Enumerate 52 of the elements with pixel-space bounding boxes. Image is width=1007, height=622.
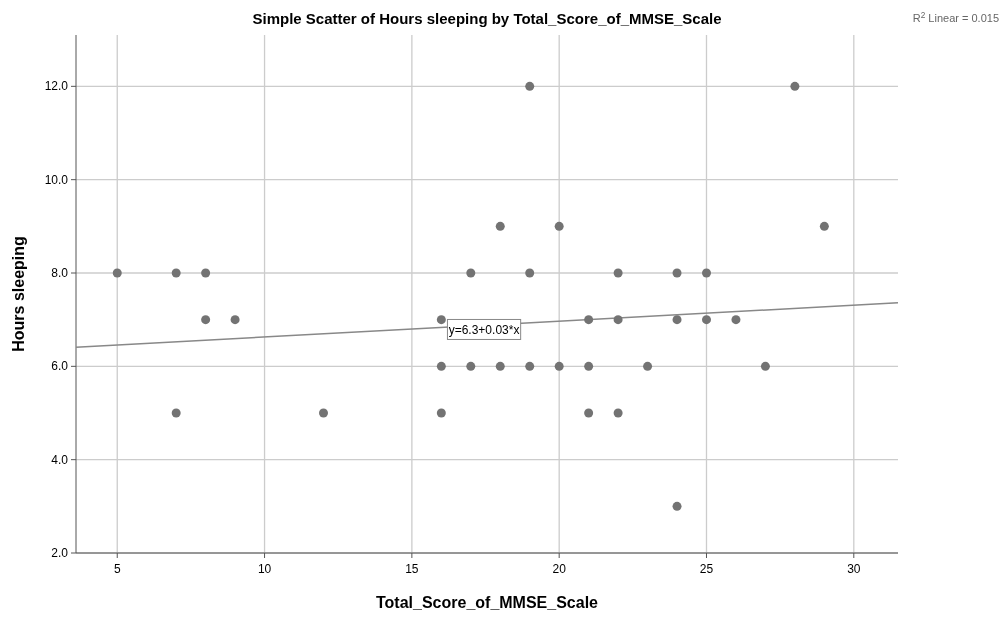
point: [760, 361, 770, 371]
point: [554, 221, 564, 231]
x-tick-label: 15: [405, 562, 419, 576]
point: [672, 268, 682, 278]
y-tick-label: 8.0: [51, 266, 69, 280]
point: [613, 408, 623, 418]
y-tick-label: 12.0: [44, 79, 69, 94]
y-tick-label: 10.0: [44, 172, 69, 187]
point: [466, 361, 476, 371]
x-tick-label: 10: [257, 562, 272, 576]
point: [436, 361, 446, 371]
annotation: y=6.3+0.03*x: [448, 322, 520, 337]
x-tick-label: 20: [552, 562, 567, 576]
point: [201, 268, 211, 278]
point: [525, 81, 535, 91]
point: [613, 315, 623, 325]
point: [436, 315, 446, 325]
point: [466, 268, 476, 278]
y-tick-label: 4.0: [51, 452, 69, 467]
x-tick-label: 25: [699, 562, 714, 576]
y-tick-label: 6.0: [51, 359, 69, 374]
point: [819, 221, 829, 231]
point: [171, 408, 181, 418]
point: [201, 315, 211, 325]
point: [731, 315, 741, 325]
point: [554, 361, 564, 371]
x-axis-title: Total_Score_of_MMSE_Scale: [375, 594, 599, 611]
x-tick-label: 30: [847, 562, 861, 576]
y-axis-title: Hours sleeping: [10, 236, 27, 352]
point: [171, 268, 181, 278]
point: [525, 268, 535, 278]
point: [702, 315, 711, 325]
point: [672, 501, 682, 511]
point: [672, 315, 682, 325]
point: [584, 408, 594, 418]
point: [613, 268, 623, 278]
point: [584, 315, 594, 325]
point: [584, 361, 594, 371]
point: [230, 315, 240, 325]
point: [495, 221, 505, 231]
point: [790, 81, 800, 91]
x-tick-label: 5: [113, 562, 121, 576]
y-tick-label: 2.0: [51, 546, 69, 560]
point: [702, 268, 711, 278]
point: [643, 361, 653, 371]
point: [525, 361, 535, 371]
point: [436, 408, 446, 418]
point: [495, 361, 505, 371]
point: [112, 268, 122, 278]
point: [318, 408, 328, 418]
chart-title: Simple Scatter of Hours sleeping by Total_Score_of_MMSE_Scale: [252, 10, 722, 27]
text: R$^{2}$ Linear = 0.015: [912, 10, 999, 24]
